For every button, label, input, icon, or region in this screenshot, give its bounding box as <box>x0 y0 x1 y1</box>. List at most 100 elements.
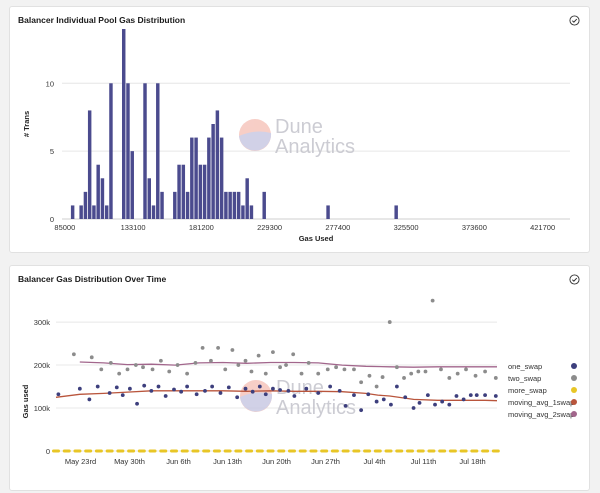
more-swap-point <box>191 449 200 453</box>
histogram-bar <box>70 205 75 219</box>
one-swap-point <box>172 387 176 392</box>
y-tick-label: 10 <box>46 79 54 88</box>
more-swap-point <box>363 449 372 453</box>
histogram-bar <box>215 110 220 219</box>
two-swap-point <box>108 361 113 365</box>
histogram-bar <box>224 191 228 219</box>
more-swap-point <box>438 449 447 453</box>
histogram-bar <box>394 205 398 219</box>
histogram-bar <box>211 124 215 219</box>
histogram-bar <box>236 191 241 219</box>
more-swap-point <box>491 449 500 453</box>
two-swap-point <box>167 369 172 374</box>
x-tick-label: 133100 <box>121 223 146 232</box>
histogram-bar <box>232 191 237 219</box>
x-tick-label: Jun 20th <box>262 457 291 466</box>
one-swap-point <box>127 386 132 391</box>
histogram-bar <box>83 191 88 219</box>
two-swap-point <box>394 365 399 370</box>
legend-label: more_swap <box>508 386 547 395</box>
two-swap-point <box>416 369 421 374</box>
moving_avg_2swap-line <box>79 361 497 368</box>
two-swap-point <box>236 363 241 367</box>
one-swap-point <box>114 385 119 390</box>
y-tick-label: 0 <box>50 215 54 224</box>
more-swap-point <box>73 449 82 453</box>
check-circle-icon[interactable] <box>569 274 580 285</box>
watermark-logo-shade <box>240 392 273 412</box>
more-swap-point <box>373 449 382 453</box>
histogram-bar <box>156 83 160 220</box>
more-swap-point <box>384 449 393 453</box>
x-tick-label: Jul 11th <box>411 457 437 466</box>
two-swap-point <box>99 367 104 372</box>
one-swap-point <box>194 392 199 397</box>
two-swap-point <box>409 371 414 376</box>
histogram-bar <box>228 191 232 219</box>
one-swap-point <box>394 384 399 389</box>
histogram-bar <box>151 205 156 219</box>
two-swap-point <box>402 376 406 380</box>
more-swap-point <box>416 449 425 453</box>
legend-label: one_swap <box>508 362 542 371</box>
two-swap-point <box>342 367 347 372</box>
two-swap-point <box>117 371 122 376</box>
more-swap-point <box>52 449 60 453</box>
two-swap-point <box>133 363 138 367</box>
two-swap-point <box>278 365 282 370</box>
two-swap-point <box>230 348 235 352</box>
check-circle-icon[interactable] <box>569 15 580 26</box>
one-swap-point <box>403 395 408 400</box>
x-tick-label: Jun 13th <box>213 457 242 466</box>
more-swap-point <box>481 449 490 453</box>
one-swap-point <box>107 391 112 395</box>
more-swap-point <box>223 449 232 453</box>
watermark-logo-shade <box>239 131 272 151</box>
y-tick-label: 100k <box>34 404 51 413</box>
two-swap-point <box>359 380 364 385</box>
one-swap-point <box>250 389 255 394</box>
watermark-text: Dune <box>276 377 324 399</box>
two-swap-point <box>185 371 190 376</box>
histogram-bar <box>190 137 194 219</box>
legend-swatch <box>571 399 577 405</box>
two-swap-point <box>483 369 487 374</box>
more-swap-point <box>137 449 146 453</box>
more-swap-point <box>277 449 286 453</box>
one-swap-point <box>257 384 262 389</box>
one-swap-point <box>381 397 386 402</box>
more-swap-point <box>287 449 296 453</box>
two-swap-point <box>249 369 254 374</box>
one-swap-point <box>142 383 147 388</box>
more-swap-point <box>180 449 189 453</box>
two-swap-point <box>334 365 338 370</box>
x-tick-label: 181200 <box>189 223 214 232</box>
one-swap-point <box>493 394 498 398</box>
two-swap-point <box>71 352 76 357</box>
two-swap-point <box>263 371 268 376</box>
one-swap-point <box>120 393 125 398</box>
y-tick-label: 0 <box>46 447 50 456</box>
x-tick-label: 325500 <box>394 223 419 232</box>
two-swap-point <box>89 355 94 360</box>
two-swap-point <box>271 350 275 355</box>
x-tick-label: Jul 4th <box>363 457 385 466</box>
more-swap-point <box>459 449 468 453</box>
histogram-bar <box>202 164 207 219</box>
more-swap-point <box>330 449 339 453</box>
two-swap-point <box>209 358 213 363</box>
panel-title: Balancer Individual Pool Gas Distributio… <box>18 15 186 25</box>
x-tick-label: Jun 27th <box>311 457 340 466</box>
one-swap-point <box>352 393 356 398</box>
one-swap-point <box>95 384 100 389</box>
more-swap-point <box>169 449 178 453</box>
more-swap-point <box>234 449 243 453</box>
one-swap-point <box>87 397 92 402</box>
more-swap-point <box>309 449 318 453</box>
one-swap-point <box>461 397 466 402</box>
histogram-bar <box>198 164 203 219</box>
one-swap-point <box>235 395 240 400</box>
one-swap-point <box>185 384 190 389</box>
histogram-bar <box>185 191 190 219</box>
